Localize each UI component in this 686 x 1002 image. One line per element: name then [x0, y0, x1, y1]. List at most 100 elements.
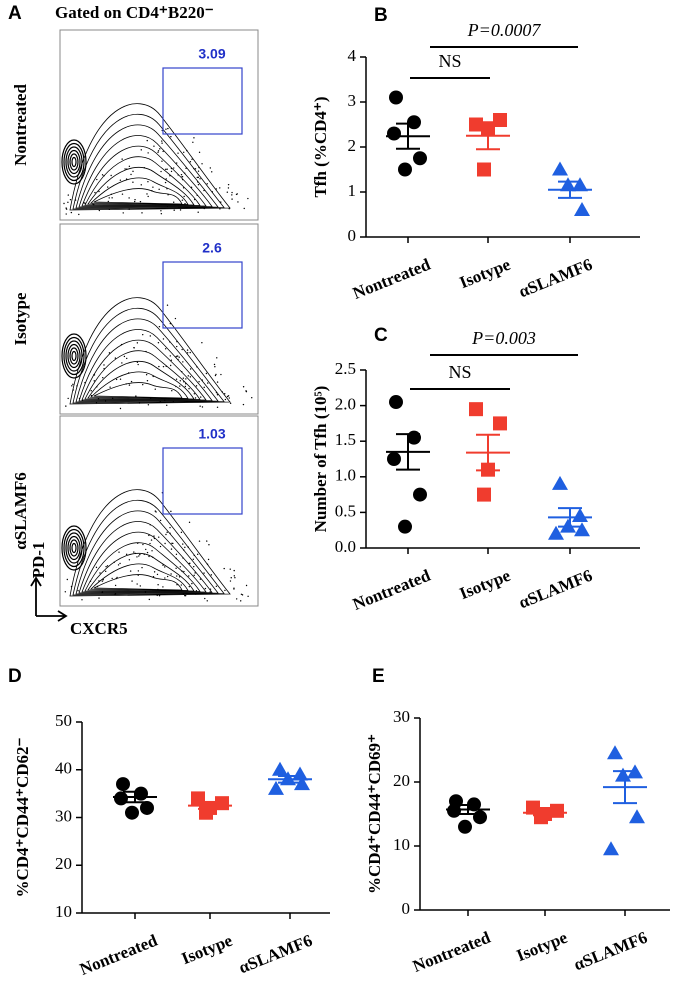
event-dot: [247, 197, 249, 200]
event-dot: [189, 161, 192, 163]
data-point: [629, 809, 645, 824]
event-dot: [81, 599, 83, 601]
event-dot: [153, 535, 155, 537]
contour: [71, 156, 77, 168]
y-tick-label: 30: [55, 806, 72, 825]
event-dot: [245, 584, 248, 587]
data-point: [413, 487, 427, 502]
event-dot: [175, 567, 177, 569]
event-dot: [138, 555, 140, 557]
event-dot: [133, 200, 136, 203]
event-dot: [197, 183, 200, 186]
data-point: [413, 151, 427, 166]
event-dot: [176, 345, 178, 348]
event-dot: [136, 361, 139, 363]
gate: [162, 67, 243, 135]
event-dot: [110, 174, 112, 177]
event-dot: [158, 365, 160, 368]
event-dot: [121, 362, 123, 364]
event-dot: [189, 368, 192, 370]
event-dot: [170, 548, 173, 550]
event-dot: [147, 152, 149, 154]
event-dot: [201, 342, 203, 344]
contour: [65, 532, 83, 564]
event-dot: [193, 393, 196, 395]
event-dot: [131, 580, 133, 582]
event-dot: [198, 380, 200, 383]
data-point: [387, 126, 401, 141]
event-dot: [207, 558, 210, 561]
event-dot: [189, 351, 191, 354]
event-dot: [141, 566, 143, 569]
data-point: [407, 115, 421, 130]
event-dot: [148, 555, 150, 558]
data-point: [572, 177, 588, 192]
contour: [87, 552, 195, 592]
contour: [63, 142, 85, 182]
event-dot: [71, 385, 73, 387]
event-dot: [242, 386, 245, 388]
event-dot: [93, 380, 95, 382]
event-dot: [188, 521, 191, 524]
event-dot: [157, 150, 160, 152]
event-dot: [229, 402, 232, 405]
event-dot: [215, 585, 218, 588]
contour: [78, 135, 213, 208]
y-tick-label: 0: [348, 226, 357, 245]
contour: [69, 539, 79, 557]
event-dot: [227, 183, 230, 186]
annotation: P=0.0007: [467, 20, 542, 40]
data-point: [134, 786, 148, 801]
event-dot: [164, 542, 166, 545]
event-dot: [197, 211, 199, 213]
event-dot: [146, 139, 148, 142]
event-dot: [178, 576, 181, 578]
event-dot: [65, 213, 67, 215]
event-dot: [245, 390, 247, 392]
event-dot: [128, 559, 131, 561]
event-dot: [228, 397, 230, 399]
event-dot: [242, 403, 245, 406]
event-dot: [179, 380, 182, 382]
data-point: [552, 475, 568, 490]
event-dot: [155, 511, 157, 513]
event-dot: [111, 577, 113, 580]
event-dot: [175, 553, 178, 556]
event-dot: [136, 583, 138, 585]
event-dot: [219, 187, 221, 189]
event-dot: [171, 542, 173, 545]
flow-x-axis: CXCR5: [70, 619, 128, 638]
data-point: [493, 113, 507, 127]
event-dot: [231, 194, 233, 196]
contour: [90, 371, 189, 399]
event-dot: [154, 388, 156, 390]
event-dot: [149, 542, 151, 545]
event-dot: [182, 361, 184, 363]
x-tick-label: Nontreated: [350, 255, 434, 303]
contour: [67, 535, 81, 561]
event-dot: [65, 405, 67, 407]
event-dot: [106, 565, 109, 567]
y-axis-label: %CD4⁺CD44⁺CD62⁻: [13, 737, 32, 897]
data-point: [268, 780, 284, 795]
contour: [69, 103, 231, 211]
x-tick-label: Nontreated: [350, 566, 434, 614]
event-dot: [137, 570, 140, 572]
y-axis-label: %CD4⁺CD44⁺CD69⁺: [365, 734, 384, 894]
event-dot: [247, 595, 249, 598]
event-dot: [188, 585, 191, 588]
event-dot: [169, 355, 172, 357]
contour: [67, 343, 81, 369]
event-dot: [236, 193, 238, 195]
event-dot: [182, 543, 184, 545]
event-dot: [162, 586, 164, 588]
event-dot: [101, 174, 104, 176]
data-point: [603, 841, 619, 856]
y-tick-label: 20: [55, 854, 72, 873]
event-dot: [116, 576, 118, 579]
event-dot: [72, 383, 74, 385]
y-tick-label: 0.0: [335, 537, 356, 556]
event-dot: [153, 571, 156, 573]
event-dot: [195, 385, 198, 387]
sem-bar: [198, 801, 222, 810]
